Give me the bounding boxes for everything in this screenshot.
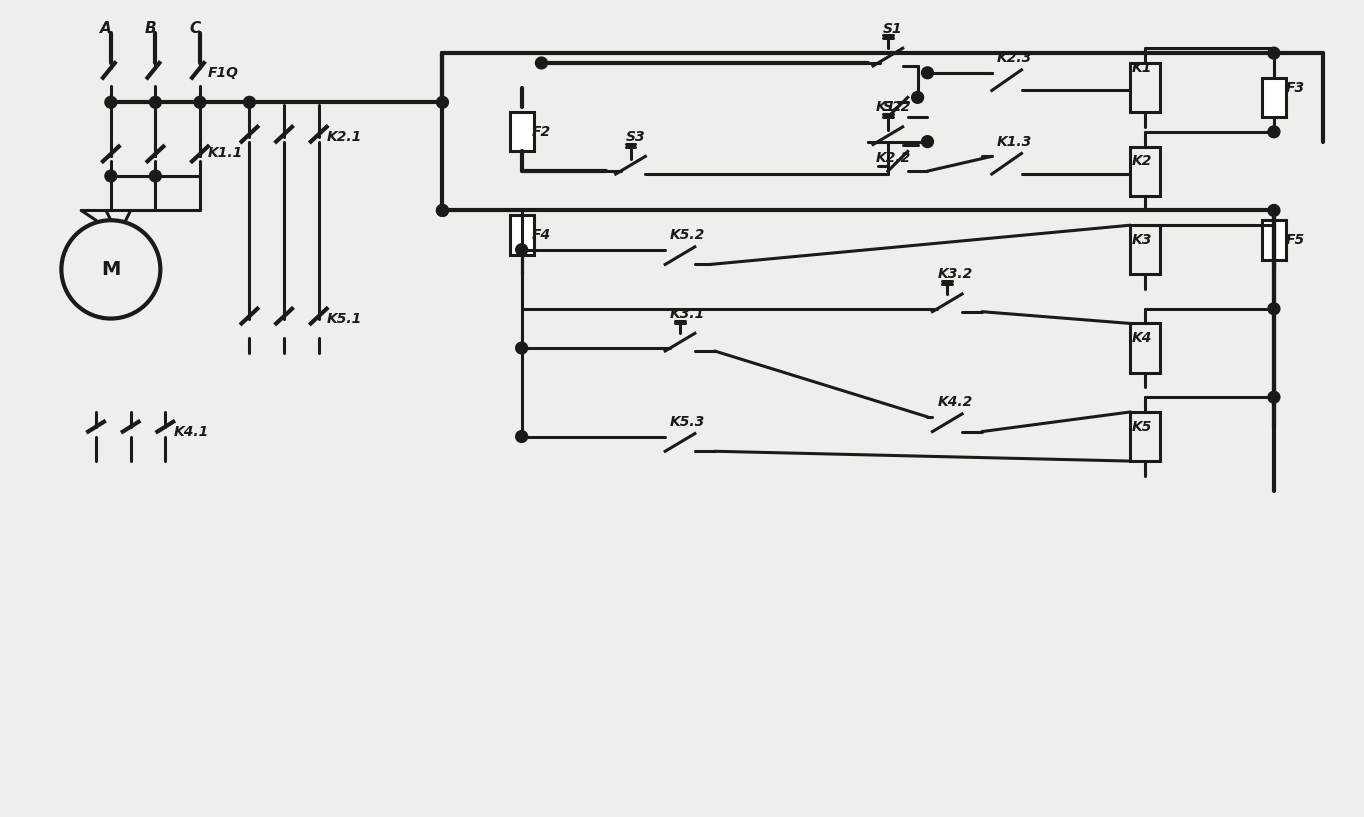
Circle shape: [922, 136, 933, 148]
Text: K1.2: K1.2: [876, 100, 910, 114]
Circle shape: [244, 96, 255, 108]
Text: K2: K2: [1132, 154, 1153, 168]
Bar: [1262, 78, 1286, 117]
Circle shape: [150, 170, 161, 182]
Text: F5: F5: [1286, 233, 1305, 247]
Text: S1: S1: [883, 21, 903, 36]
Text: K5.2: K5.2: [670, 228, 705, 242]
Text: A: A: [100, 21, 112, 36]
Circle shape: [1269, 391, 1279, 403]
Circle shape: [436, 204, 449, 217]
Circle shape: [436, 204, 449, 217]
Text: K3.2: K3.2: [937, 267, 973, 281]
Text: K2.2: K2.2: [876, 151, 910, 165]
Text: F4: F4: [532, 228, 551, 242]
Circle shape: [1269, 47, 1279, 59]
Text: B: B: [145, 21, 157, 36]
Text: K1.3: K1.3: [997, 135, 1033, 149]
Circle shape: [436, 96, 449, 108]
Circle shape: [911, 92, 923, 103]
Circle shape: [105, 170, 117, 182]
Bar: [1131, 324, 1159, 373]
Circle shape: [516, 342, 528, 354]
Text: K2.3: K2.3: [997, 51, 1033, 65]
Circle shape: [516, 243, 528, 256]
Text: K4.2: K4.2: [937, 395, 973, 409]
Text: M: M: [101, 260, 120, 279]
Bar: [1131, 412, 1159, 461]
Circle shape: [1269, 126, 1279, 138]
Text: F1Q: F1Q: [207, 66, 239, 80]
Text: F2: F2: [532, 125, 551, 139]
Text: K5.1: K5.1: [326, 311, 361, 325]
Circle shape: [516, 431, 528, 443]
Circle shape: [150, 96, 161, 108]
Bar: [1262, 221, 1286, 260]
Text: S2: S2: [883, 100, 903, 114]
Text: C: C: [190, 21, 201, 36]
Text: K5: K5: [1132, 420, 1153, 434]
Circle shape: [105, 96, 117, 108]
Text: K3.1: K3.1: [670, 306, 705, 320]
Text: K4.1: K4.1: [173, 425, 209, 439]
Circle shape: [1269, 303, 1279, 315]
Text: K1: K1: [1132, 61, 1153, 75]
Text: F3: F3: [1286, 81, 1305, 95]
Text: K1.1: K1.1: [207, 146, 243, 160]
Text: K5.3: K5.3: [670, 415, 705, 429]
Text: S3: S3: [626, 130, 645, 144]
Bar: [1131, 225, 1159, 275]
Text: K3: K3: [1132, 233, 1153, 247]
Bar: [510, 216, 533, 255]
Bar: [1131, 63, 1159, 112]
Circle shape: [922, 67, 933, 78]
Circle shape: [536, 57, 547, 69]
Bar: [1131, 146, 1159, 196]
Circle shape: [1269, 204, 1279, 217]
Circle shape: [194, 96, 206, 108]
Text: K4: K4: [1132, 331, 1153, 346]
Text: K2.1: K2.1: [326, 130, 361, 144]
Bar: [510, 112, 533, 151]
